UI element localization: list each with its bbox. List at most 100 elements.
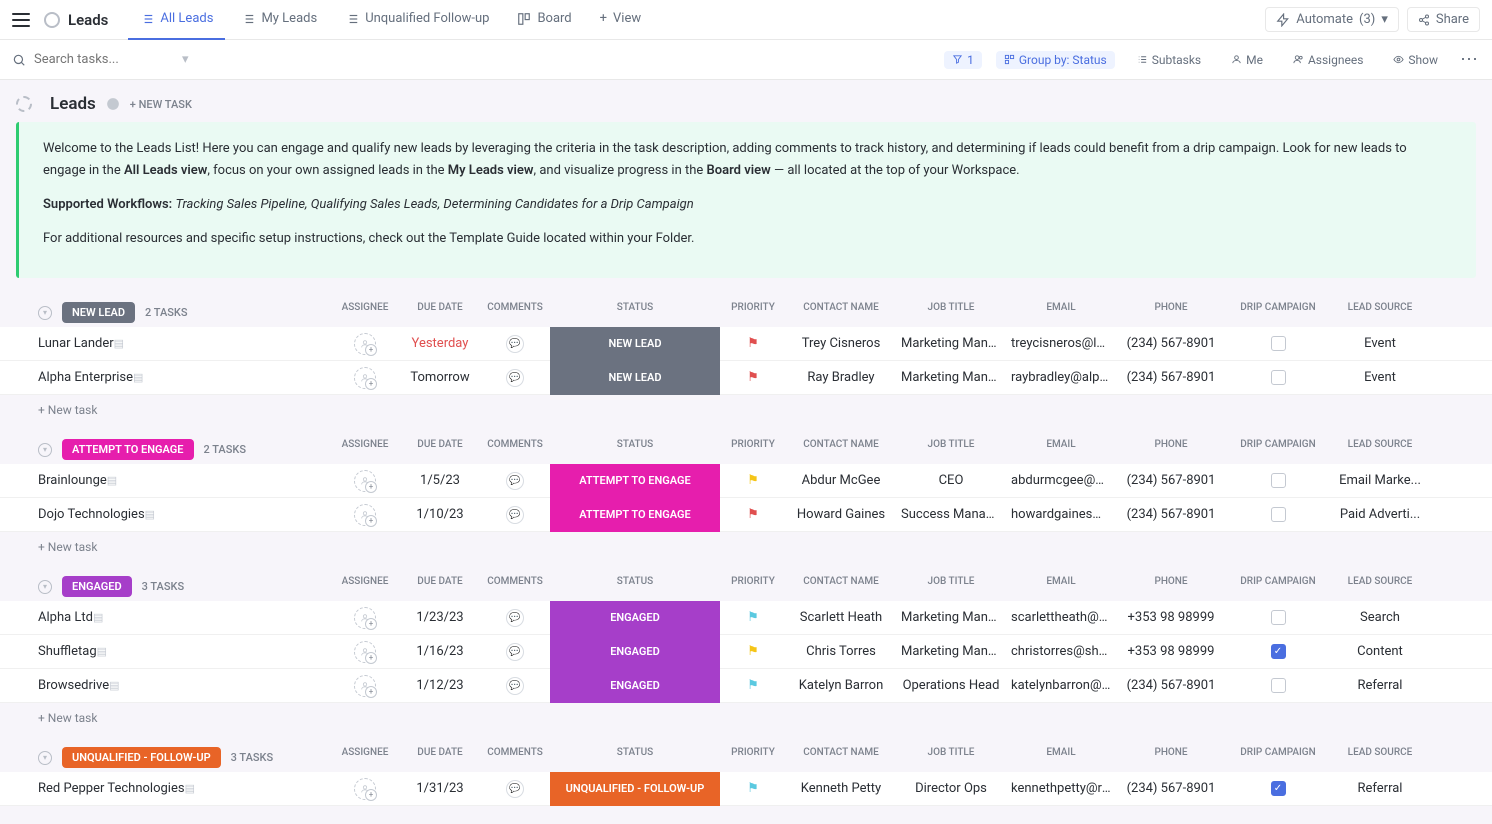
task-name[interactable]: Brainlounge <box>38 473 107 488</box>
priority-cell[interactable]: ⚑ <box>720 781 786 796</box>
collapse-icon[interactable]: ▾ <box>38 306 52 320</box>
drip-cell[interactable] <box>1226 370 1330 385</box>
checkbox-checked-icon[interactable]: ✓ <box>1271 644 1286 659</box>
phone-cell[interactable]: (234) 567-8901 <box>1116 473 1226 488</box>
col-due[interactable]: DUE DATE <box>400 302 480 323</box>
job-cell[interactable]: Marketing Manager <box>896 336 1006 351</box>
table-row[interactable]: Lunar Lander▤Yesterday💬NEW LEAD⚑Trey Cis… <box>0 327 1492 361</box>
contact-cell[interactable]: Scarlett Heath <box>786 610 896 625</box>
chevron-down-icon[interactable]: ▾ <box>182 52 189 67</box>
col-contact[interactable]: CONTACT NAME <box>786 747 896 768</box>
me-pill[interactable]: Me <box>1223 51 1271 69</box>
phone-cell[interactable]: (234) 567-8901 <box>1116 678 1226 693</box>
source-cell[interactable]: Referral <box>1330 678 1430 693</box>
doc-icon[interactable]: ▤ <box>97 645 107 658</box>
priority-cell[interactable]: ⚑ <box>720 336 786 351</box>
email-cell[interactable]: kennethpetty@redpe <box>1006 781 1116 796</box>
col-priority[interactable]: PRIORITY <box>720 576 786 597</box>
col-contact[interactable]: CONTACT NAME <box>786 439 896 460</box>
col-comments[interactable]: COMMENTS <box>480 576 550 597</box>
source-cell[interactable]: Referral <box>1330 781 1430 796</box>
checkbox-icon[interactable] <box>1271 610 1286 625</box>
col-job[interactable]: JOB TITLE <box>896 439 1006 460</box>
status-cell[interactable]: ENGAGED <box>550 635 720 669</box>
comments-cell[interactable]: 💬 <box>480 677 550 695</box>
email-cell[interactable]: christorres@shufflet <box>1006 644 1116 659</box>
col-assignee[interactable]: ASSIGNEE <box>330 576 400 597</box>
email-cell[interactable]: scarlettheath@alphal <box>1006 610 1116 625</box>
source-cell[interactable]: Search <box>1330 610 1430 625</box>
source-cell[interactable]: Content <box>1330 644 1430 659</box>
tab-view[interactable]: +View <box>588 0 654 40</box>
checkbox-icon[interactable] <box>1271 336 1286 351</box>
comments-cell[interactable]: 💬 <box>480 643 550 661</box>
col-email[interactable]: EMAIL <box>1006 302 1116 323</box>
source-cell[interactable]: Event <box>1330 370 1430 385</box>
priority-cell[interactable]: ⚑ <box>720 678 786 693</box>
priority-cell[interactable]: ⚑ <box>720 644 786 659</box>
job-cell[interactable]: Director Ops <box>896 781 1006 796</box>
share-button[interactable]: Share <box>1407 7 1480 32</box>
job-cell[interactable]: Operations Head <box>896 678 1006 693</box>
table-row[interactable]: Alpha Ltd▤1/23/23💬ENGAGED⚑Scarlett Heath… <box>0 601 1492 635</box>
source-cell[interactable]: Paid Adverti... <box>1330 507 1430 522</box>
contact-cell[interactable]: Chris Torres <box>786 644 896 659</box>
email-cell[interactable]: howardgaines@dojot <box>1006 507 1116 522</box>
col-due[interactable]: DUE DATE <box>400 747 480 768</box>
due-date[interactable]: 1/31/23 <box>400 781 480 796</box>
due-date[interactable]: 1/5/23 <box>400 473 480 488</box>
group-status-badge[interactable]: NEW LEAD <box>62 302 135 323</box>
status-cell[interactable]: ATTEMPT TO ENGAGE <box>550 498 720 532</box>
col-contact[interactable]: CONTACT NAME <box>786 302 896 323</box>
col-email[interactable]: EMAIL <box>1006 576 1116 597</box>
col-priority[interactable]: PRIORITY <box>720 439 786 460</box>
doc-icon[interactable]: ▤ <box>133 371 143 384</box>
col-priority[interactable]: PRIORITY <box>720 302 786 323</box>
checkbox-icon[interactable] <box>1271 370 1286 385</box>
contact-cell[interactable]: Howard Gaines <box>786 507 896 522</box>
col-comments[interactable]: COMMENTS <box>480 302 550 323</box>
assignee-cell[interactable] <box>330 675 400 697</box>
collapse-icon[interactable]: ▾ <box>38 580 52 594</box>
task-name[interactable]: Lunar Lander <box>38 336 114 351</box>
col-priority[interactable]: PRIORITY <box>720 747 786 768</box>
job-cell[interactable]: Marketing Manager <box>896 370 1006 385</box>
table-row[interactable]: Dojo Technologies▤1/10/23💬ATTEMPT TO ENG… <box>0 498 1492 532</box>
new-task-button[interactable]: + New task <box>0 395 1492 417</box>
assignee-cell[interactable] <box>330 778 400 800</box>
phone-cell[interactable]: +353 98 98999 <box>1116 610 1226 625</box>
assignee-icon[interactable] <box>354 470 376 492</box>
status-cell[interactable]: NEW LEAD <box>550 361 720 395</box>
tab-unqualified-follow-up[interactable]: Unqualified Follow-up <box>333 0 501 40</box>
assignee-cell[interactable] <box>330 641 400 663</box>
phone-cell[interactable]: (234) 567-8901 <box>1116 370 1226 385</box>
col-comments[interactable]: COMMENTS <box>480 747 550 768</box>
drip-cell[interactable] <box>1226 473 1330 488</box>
contact-cell[interactable]: Trey Cisneros <box>786 336 896 351</box>
col-drip[interactable]: DRIP CAMPAIGN <box>1226 439 1330 460</box>
menu-icon[interactable] <box>12 13 30 27</box>
status-cell[interactable]: ENGAGED <box>550 601 720 635</box>
job-cell[interactable]: Success Manager <box>896 507 1006 522</box>
phone-cell[interactable]: (234) 567-8901 <box>1116 336 1226 351</box>
table-row[interactable]: Red Pepper Technologies▤1/31/23💬UNQUALIF… <box>0 772 1492 806</box>
doc-icon[interactable]: ▤ <box>109 679 119 692</box>
task-name[interactable]: Alpha Ltd <box>38 610 93 625</box>
task-name[interactable]: Dojo Technologies <box>38 507 145 522</box>
collapse-icon[interactable]: ▾ <box>38 751 52 765</box>
col-email[interactable]: EMAIL <box>1006 439 1116 460</box>
col-source[interactable]: LEAD SOURCE <box>1330 747 1430 768</box>
col-phone[interactable]: PHONE <box>1116 302 1226 323</box>
assignee-icon[interactable] <box>354 367 376 389</box>
status-cell[interactable]: ENGAGED <box>550 669 720 703</box>
drip-cell[interactable] <box>1226 507 1330 522</box>
more-icon[interactable]: ⋯ <box>1460 49 1480 70</box>
table-row[interactable]: Shuffletag▤1/16/23💬ENGAGED⚑Chris TorresM… <box>0 635 1492 669</box>
drip-cell[interactable] <box>1226 678 1330 693</box>
automate-button[interactable]: Automate (3) ▾ <box>1265 7 1399 32</box>
checkbox-checked-icon[interactable]: ✓ <box>1271 781 1286 796</box>
email-cell[interactable]: katelynbarron@brows <box>1006 678 1116 693</box>
assignee-icon[interactable] <box>354 778 376 800</box>
col-source[interactable]: LEAD SOURCE <box>1330 302 1430 323</box>
col-due[interactable]: DUE DATE <box>400 576 480 597</box>
